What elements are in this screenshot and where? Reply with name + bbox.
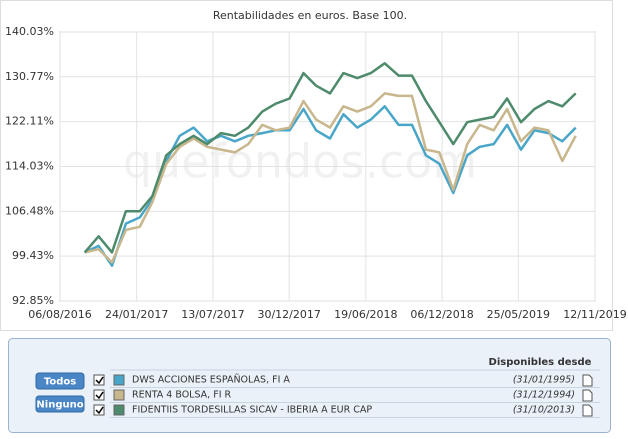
legend-label: FIDENTIIS TORDESILLAS SICAV - IBERIA A E… — [132, 405, 372, 416]
series-line — [84, 92, 577, 264]
x-tick-label: 06/12/2018 — [410, 308, 473, 321]
check[interactable] — [95, 391, 104, 400]
legend-date: (31/12/1994) — [513, 390, 575, 401]
legend-swatch — [113, 374, 125, 386]
y-tick-label: 130.77% — [5, 70, 54, 83]
checkbox[interactable] — [93, 374, 105, 386]
checkbox[interactable] — [93, 389, 105, 401]
y-tick-label: 140.03% — [5, 25, 54, 38]
chart-title: Rentabilidades en euros. Base 100. — [213, 9, 407, 22]
legend-label: RENTA 4 BOLSA, FI R — [132, 390, 232, 401]
y-tick-label: 106.48% — [5, 204, 54, 217]
legend-date: (31/10/2013) — [513, 405, 575, 416]
x-tick-label: 06/08/2016 — [28, 308, 91, 321]
x-tick-label: 24/01/2017 — [105, 308, 168, 321]
checkbox[interactable] — [93, 404, 105, 416]
y-tick-label: 114.03% — [5, 159, 54, 172]
legend-panel — [8, 338, 611, 433]
x-tick-label: 25/05/2019 — [487, 308, 550, 321]
series-line — [84, 105, 577, 267]
button-ninguno[interactable]: Ninguno — [35, 395, 85, 413]
legend-swatch — [113, 404, 125, 416]
legend-date: (31/01/1995) — [513, 375, 575, 386]
x-tick-label: 12/11/2019 — [563, 308, 626, 321]
legend-swatch — [113, 389, 125, 401]
button[interactable] — [35, 395, 85, 413]
button-label[interactable]: Todos — [44, 377, 76, 388]
button-label[interactable]: Ninguno — [36, 400, 83, 411]
panel-header: Disponibles desde — [489, 357, 592, 368]
check[interactable] — [95, 406, 104, 415]
x-tick-label: 13/07/2017 — [181, 308, 244, 321]
button[interactable] — [35, 372, 85, 390]
y-tick-label: 92.85% — [12, 294, 54, 307]
x-tick-label: 30/12/2017 — [257, 308, 320, 321]
button-todos[interactable]: Todos — [35, 372, 85, 390]
check[interactable] — [95, 376, 104, 385]
x-tick-label: 19/06/2018 — [334, 308, 397, 321]
series-line — [83, 62, 577, 254]
y-tick-label: 122.11% — [5, 115, 54, 128]
doc-icon[interactable] — [582, 374, 593, 387]
legend-label: DWS ACCIONES ESPAÑOLAS, FI A — [132, 375, 290, 386]
doc-icon[interactable] — [582, 389, 593, 402]
doc-icon[interactable] — [582, 404, 593, 417]
y-tick-label: 99.43% — [12, 249, 54, 262]
